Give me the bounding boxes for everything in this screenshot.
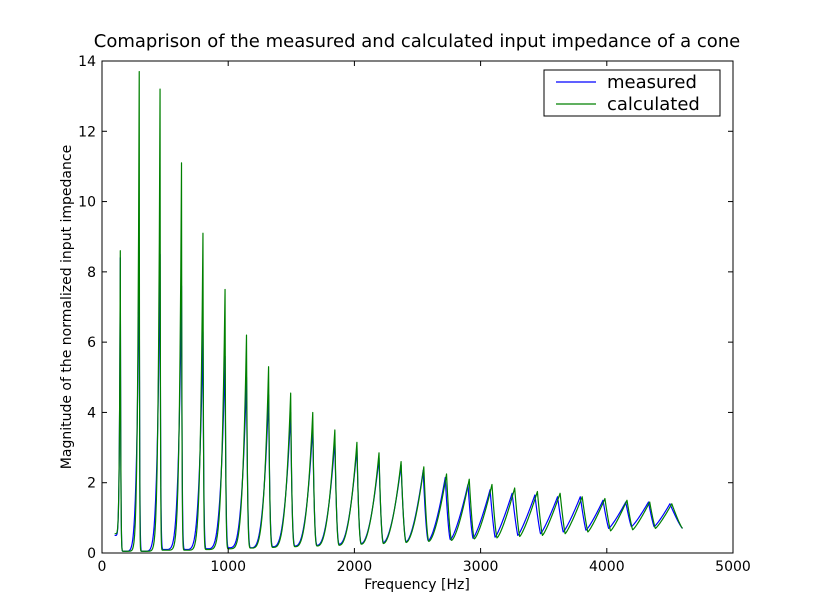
x-tick-label: 5000 bbox=[715, 559, 751, 575]
y-tick-label: 12 bbox=[78, 124, 96, 140]
y-tick-label: 8 bbox=[87, 265, 96, 281]
legend-label-measured: measured bbox=[607, 72, 697, 93]
series-layer bbox=[114, 70, 683, 552]
y-tick-label: 4 bbox=[87, 405, 96, 421]
x-tick-label: 0 bbox=[98, 559, 107, 575]
x-tick-label: 1000 bbox=[210, 559, 246, 575]
x-tick-label: 3000 bbox=[463, 559, 499, 575]
y-tick-label: 14 bbox=[78, 54, 96, 70]
x-tick-label: 4000 bbox=[589, 559, 625, 575]
y-tick-label: 10 bbox=[78, 195, 96, 211]
x-tick-label: 2000 bbox=[337, 559, 373, 575]
y-axis: 0 2 4 6 8 10 12 14 bbox=[78, 54, 733, 562]
plot-border bbox=[101, 60, 734, 554]
chart-title: Comaprison of the measured and calculate… bbox=[94, 31, 740, 52]
series-line-calculated bbox=[114, 70, 683, 552]
y-tick-label: 0 bbox=[87, 546, 96, 562]
y-tick-label: 6 bbox=[87, 335, 96, 351]
legend-label-calculated: calculated bbox=[607, 94, 700, 115]
legend: measured calculated bbox=[543, 69, 721, 117]
plot-frame bbox=[102, 61, 733, 553]
x-axis: 0 1000 2000 3000 4000 5000 bbox=[98, 61, 751, 575]
y-axis-label: Magnitude of the normalized input impeda… bbox=[59, 145, 75, 469]
legend-box bbox=[543, 69, 721, 117]
y-tick-label: 2 bbox=[87, 476, 96, 492]
x-axis-label: Frequency [Hz] bbox=[364, 577, 470, 593]
